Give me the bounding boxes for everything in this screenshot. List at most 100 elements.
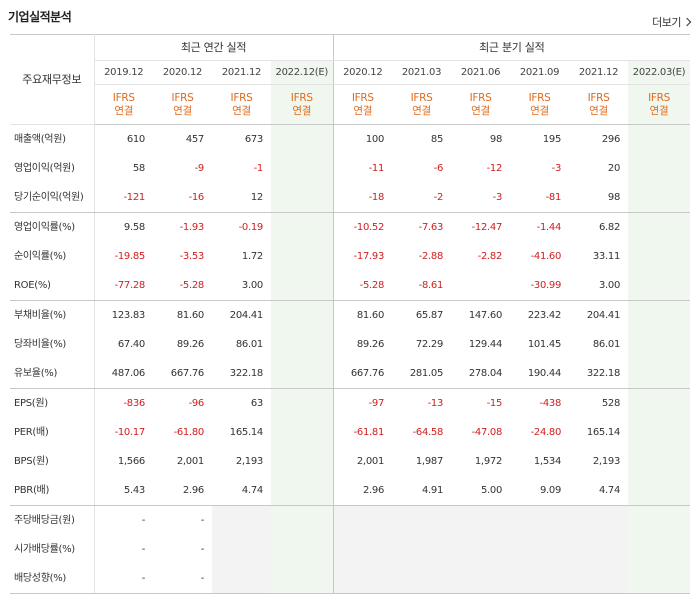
- basis-standard: IFRS: [171, 91, 194, 104]
- period-header: 2021.12: [569, 60, 629, 85]
- more-label: 더보기: [652, 16, 681, 29]
- table-cell: -: [200, 515, 205, 526]
- row-label: 유보율(%): [10, 359, 95, 389]
- table-cell: -61.80: [173, 427, 205, 438]
- row-label: 배당성향(%): [10, 564, 95, 594]
- table-cell: [271, 242, 334, 271]
- table-cell: [628, 447, 691, 476]
- table-cell: [392, 505, 452, 535]
- table-cell: 33.11: [592, 251, 621, 262]
- basis-header: IFRS 연결: [94, 84, 153, 125]
- period-header: 2021.09: [510, 60, 570, 85]
- table-cell: [451, 564, 511, 594]
- table-cell: 2,193: [592, 456, 621, 467]
- basis-header: IFRS 연결: [451, 84, 511, 125]
- table-cell: -9: [194, 163, 205, 174]
- table-cell: 1,987: [415, 456, 444, 467]
- row-label: EPS(원): [10, 388, 95, 418]
- table-cell: [510, 535, 570, 564]
- table-cell: [628, 300, 691, 330]
- table-cell: 85: [430, 134, 444, 145]
- table-cell: 5.00: [451, 476, 511, 506]
- table-cell: -121: [94, 183, 153, 213]
- basis-standard: IFRS: [351, 91, 374, 104]
- table-cell: -1.93: [179, 222, 205, 233]
- table-cell: [628, 212, 691, 242]
- table-cell: -16: [153, 183, 212, 213]
- basis-standard: IFRS: [528, 91, 551, 104]
- table-cell: -61.81: [332, 418, 393, 447]
- table-cell: -: [141, 544, 146, 555]
- table-cell: -8.61: [392, 271, 452, 301]
- table-cell: [271, 564, 334, 594]
- table-row: 주당배당금(원) - -: [10, 505, 691, 535]
- table-cell: 204.41: [229, 310, 264, 321]
- table-cell: 98: [489, 134, 503, 145]
- table-cell: -96: [188, 398, 205, 409]
- table-cell: [392, 535, 452, 564]
- table-cell: -5.28: [153, 271, 212, 301]
- table-cell: 667.76: [332, 359, 393, 389]
- table-row: 매출액(억원) 610 457 673 100 85 98 195 296: [10, 124, 691, 154]
- table-cell: 2.96: [332, 476, 393, 506]
- table-cell: 1,534: [533, 456, 562, 467]
- table-cell: 610: [126, 134, 145, 145]
- table-cell: 673: [244, 134, 263, 145]
- table-row: EPS(원) -836 -96 63 -97 -13 -15 -438 528: [10, 388, 691, 418]
- table-cell: [392, 564, 452, 594]
- table-cell: 89.26: [176, 339, 204, 350]
- basis-scope: 연결: [530, 104, 549, 117]
- row-label: PBR(배): [10, 476, 95, 506]
- table-cell: 2,193: [235, 456, 263, 467]
- annual-group-header: 최근 연간 실적: [94, 34, 334, 61]
- period-header: 2020.12: [153, 60, 212, 85]
- table-cell: [332, 564, 393, 594]
- table-cell: -5.28: [332, 271, 393, 301]
- table-cell: [271, 330, 334, 359]
- table-cell: -3.53: [179, 251, 205, 262]
- table-cell: [628, 124, 691, 154]
- table-cell: -1.44: [536, 222, 562, 233]
- table-cell: -97: [332, 388, 393, 418]
- table-cell: 204.41: [586, 310, 621, 321]
- table-cell: -: [94, 564, 153, 594]
- table-cell: 667.76: [153, 359, 212, 389]
- table-cell: -836: [123, 398, 146, 409]
- basis-standard: IFRS: [469, 91, 492, 104]
- table-cell: -12.47: [471, 222, 503, 233]
- table-cell: 528: [601, 398, 621, 409]
- table-cell: 5.43: [94, 476, 153, 506]
- table-cell: [271, 300, 334, 330]
- table-cell: 147.60: [468, 310, 503, 321]
- table-cell: 81.60: [176, 310, 204, 321]
- table-cell: -: [200, 544, 205, 555]
- basis-header: IFRS 연결: [510, 84, 570, 125]
- more-link[interactable]: 더보기: [652, 14, 692, 30]
- basis-standard: IFRS: [112, 91, 135, 104]
- table-cell: 9.09: [510, 476, 570, 506]
- table-cell: -30.99: [510, 271, 570, 301]
- table-row: ROE(%) -77.28 -5.28 3.00 -5.28 -8.61 -30.99 3.0…: [10, 271, 691, 301]
- row-label: 당기순이익(억원): [10, 183, 95, 213]
- table-cell: 322.18: [569, 359, 629, 389]
- table-cell: -17.93: [332, 242, 393, 271]
- table-cell: [628, 505, 691, 535]
- table-cell: -6: [433, 163, 444, 174]
- table-cell: 81.60: [332, 300, 393, 330]
- table-cell: [569, 505, 629, 535]
- table-cell: 3.00: [569, 271, 629, 301]
- table-cell: 190.44: [510, 359, 570, 389]
- period-header: 2021.12: [212, 60, 271, 85]
- basis-header: IFRS 연결: [569, 84, 629, 125]
- table-cell: [451, 535, 511, 564]
- row-label: 시가배당률(%): [10, 535, 95, 564]
- table-cell: 98: [569, 183, 629, 213]
- basis-standard: IFRS: [290, 91, 313, 104]
- table-cell: -: [141, 515, 146, 526]
- table-cell: 278.04: [451, 359, 511, 389]
- table-cell: 322.18: [212, 359, 271, 389]
- table-cell: -2.88: [418, 251, 444, 262]
- table-row: 당좌비율(%) 67.40 89.26 86.01 89.26 72.29 129.44 10…: [10, 330, 691, 359]
- table-cell: -7.63: [418, 222, 444, 233]
